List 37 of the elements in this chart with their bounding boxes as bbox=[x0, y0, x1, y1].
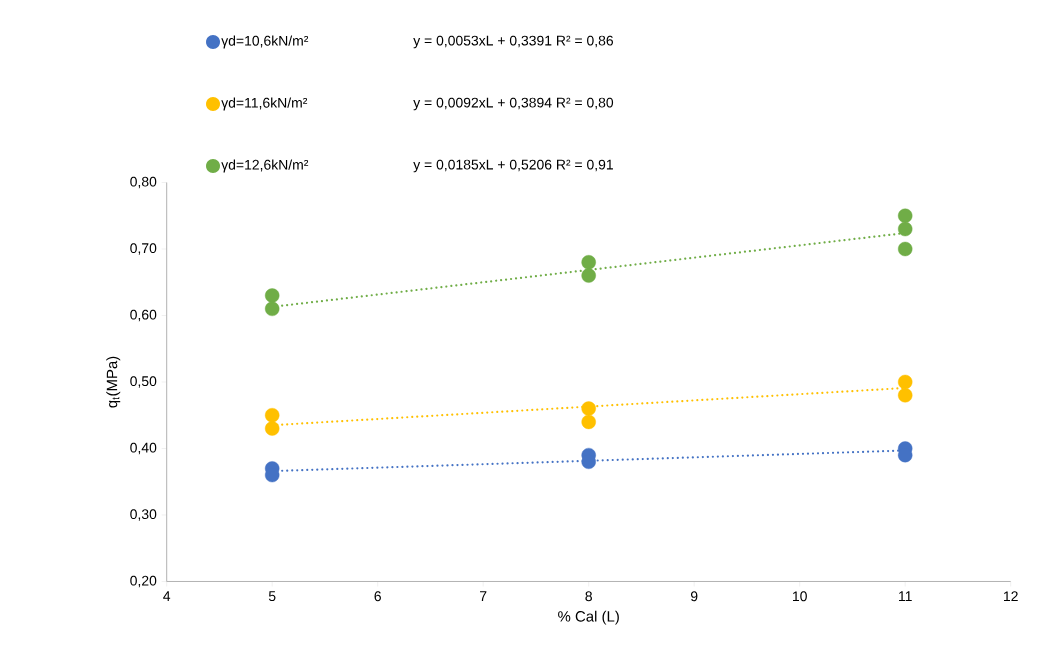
x-tick-label: 11 bbox=[899, 591, 912, 601]
x-tick-label: 5 bbox=[268, 591, 276, 602]
x-tick-label: 8 bbox=[585, 591, 592, 602]
text: y = 0,0092xL + 0,3894 R² = 0,80 bbox=[413, 97, 614, 111]
x-axis-title: % Cal (L) bbox=[558, 610, 619, 625]
point bbox=[264, 421, 280, 436]
point bbox=[581, 401, 596, 416]
y-tick-label: 0,60 bbox=[130, 309, 157, 322]
text: y = 0,0185xL + 0,5206 R² = 0,91 bbox=[413, 159, 613, 173]
x-tick-label: 9 bbox=[690, 591, 698, 602]
y-tick-label: 0,50 bbox=[130, 376, 157, 388]
point bbox=[581, 255, 596, 270]
x-tick-label: 6 bbox=[374, 591, 381, 602]
point bbox=[264, 301, 280, 317]
y-axis-title: q$_{t}$(MPa) bbox=[106, 356, 121, 408]
x-tick-label: 4 bbox=[163, 591, 171, 601]
legend-label: γd=10,6kN/m² bbox=[221, 35, 309, 49]
point bbox=[264, 408, 280, 423]
text: y = 0,0053xL + 0,3391 R² = 0,86 bbox=[413, 35, 613, 49]
x-tick-label: 10 bbox=[793, 591, 807, 602]
y-tick-label: 0,70 bbox=[130, 243, 157, 255]
point bbox=[897, 221, 913, 237]
point bbox=[897, 388, 913, 403]
x-tick-label: 12 bbox=[1004, 591, 1018, 602]
x-tick-label: 7 bbox=[480, 591, 487, 601]
point bbox=[581, 414, 596, 430]
legend-label: γd=11,6kN/m² bbox=[221, 97, 308, 111]
point bbox=[581, 268, 596, 283]
y-tick-label: 0,40 bbox=[130, 442, 157, 455]
y-tick-label: 0,30 bbox=[130, 509, 157, 521]
point bbox=[897, 208, 913, 223]
point bbox=[897, 241, 913, 257]
y-tick-label: 0,20 bbox=[130, 575, 157, 588]
y-tick-label: 0,80 bbox=[130, 176, 157, 189]
point bbox=[264, 288, 280, 303]
legend-label: γd=12,6kN/m² bbox=[221, 159, 309, 173]
point bbox=[897, 374, 913, 390]
